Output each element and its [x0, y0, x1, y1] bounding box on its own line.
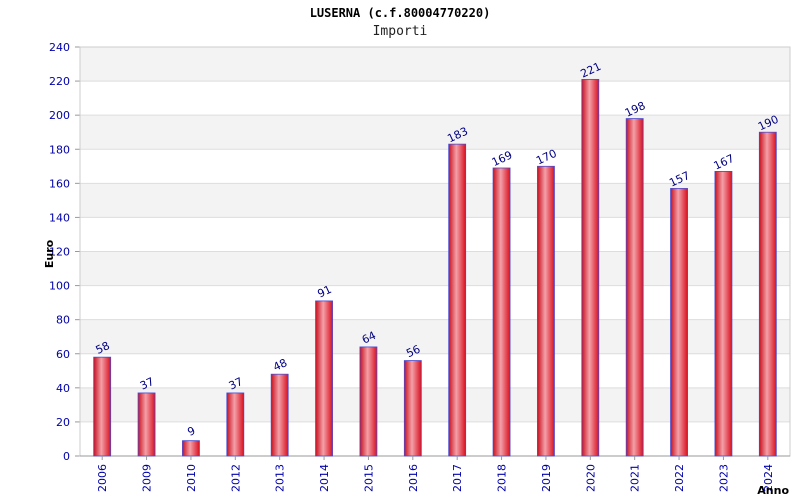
data-label: 91	[315, 283, 333, 301]
bar-2021	[625, 118, 644, 457]
bar-2014	[315, 300, 333, 457]
y-tick-label: 240	[49, 41, 70, 54]
data-label: 37	[138, 375, 156, 393]
grid-band	[80, 115, 790, 150]
y-tick-label: 100	[49, 280, 70, 293]
bar-2015	[359, 346, 378, 457]
data-label: 167	[712, 152, 737, 173]
x-tick-label: 2015	[362, 464, 375, 492]
x-tick-label: 2017	[451, 464, 464, 492]
y-tick-label: 200	[49, 109, 70, 122]
x-tick-label: 2019	[540, 464, 553, 492]
x-tick-label: 2012	[229, 464, 242, 492]
x-tick-label: 2020	[584, 464, 597, 492]
x-tick-label: 2023	[717, 464, 730, 492]
bar-2018	[492, 167, 511, 457]
x-tick-label: 2009	[141, 464, 154, 492]
data-label: 9	[186, 424, 198, 439]
y-axis-title: Euro	[43, 239, 56, 268]
y-tick-label: 60	[56, 348, 70, 361]
y-tick-label: 160	[49, 177, 70, 190]
bar-2012	[226, 392, 245, 457]
x-tick-label: 2014	[318, 464, 331, 492]
x-tick-label: 2022	[673, 464, 686, 492]
y-tick-label: 0	[63, 450, 70, 463]
data-label: 48	[271, 356, 289, 374]
y-tick-label: 180	[49, 143, 70, 156]
bar-2024	[758, 131, 777, 457]
x-tick-label: 2013	[274, 464, 287, 492]
grid-band	[80, 47, 790, 82]
bar-2006	[93, 356, 112, 457]
y-tick-label: 40	[56, 382, 70, 395]
x-tick-label: 2021	[629, 464, 642, 492]
bar-2009	[137, 392, 156, 457]
y-tick-label: 20	[56, 416, 70, 429]
bar-2016	[403, 360, 422, 457]
data-label: 58	[94, 339, 112, 357]
x-tick-label: 2010	[185, 464, 198, 492]
x-tick-label: 2006	[96, 464, 109, 492]
x-tick-label: 2024	[762, 464, 775, 492]
y-tick-label: 220	[49, 75, 70, 88]
y-tick-label: 80	[56, 314, 70, 327]
data-label: 170	[534, 147, 559, 168]
data-label: 56	[404, 343, 422, 361]
bar-2020	[581, 78, 600, 457]
bar-2022	[670, 188, 688, 457]
y-tick-label: 140	[49, 211, 70, 224]
bar-2010	[182, 440, 200, 457]
bar-2023	[714, 171, 733, 457]
data-label: 37	[227, 375, 245, 393]
bar-2013	[270, 373, 289, 457]
data-label: 169	[490, 148, 515, 169]
x-axis-title: Anno	[757, 484, 789, 497]
bar-2019	[537, 165, 555, 457]
y-tick-label: 120	[49, 246, 70, 259]
bar-2017	[448, 143, 467, 457]
data-label: 64	[360, 329, 378, 347]
x-tick-label: 2018	[496, 464, 509, 492]
x-tick-label: 2016	[407, 464, 420, 492]
chart-title: LUSERNA (c.f.80004770220)	[309, 6, 491, 20]
chart-subtitle: Importi	[372, 24, 428, 39]
